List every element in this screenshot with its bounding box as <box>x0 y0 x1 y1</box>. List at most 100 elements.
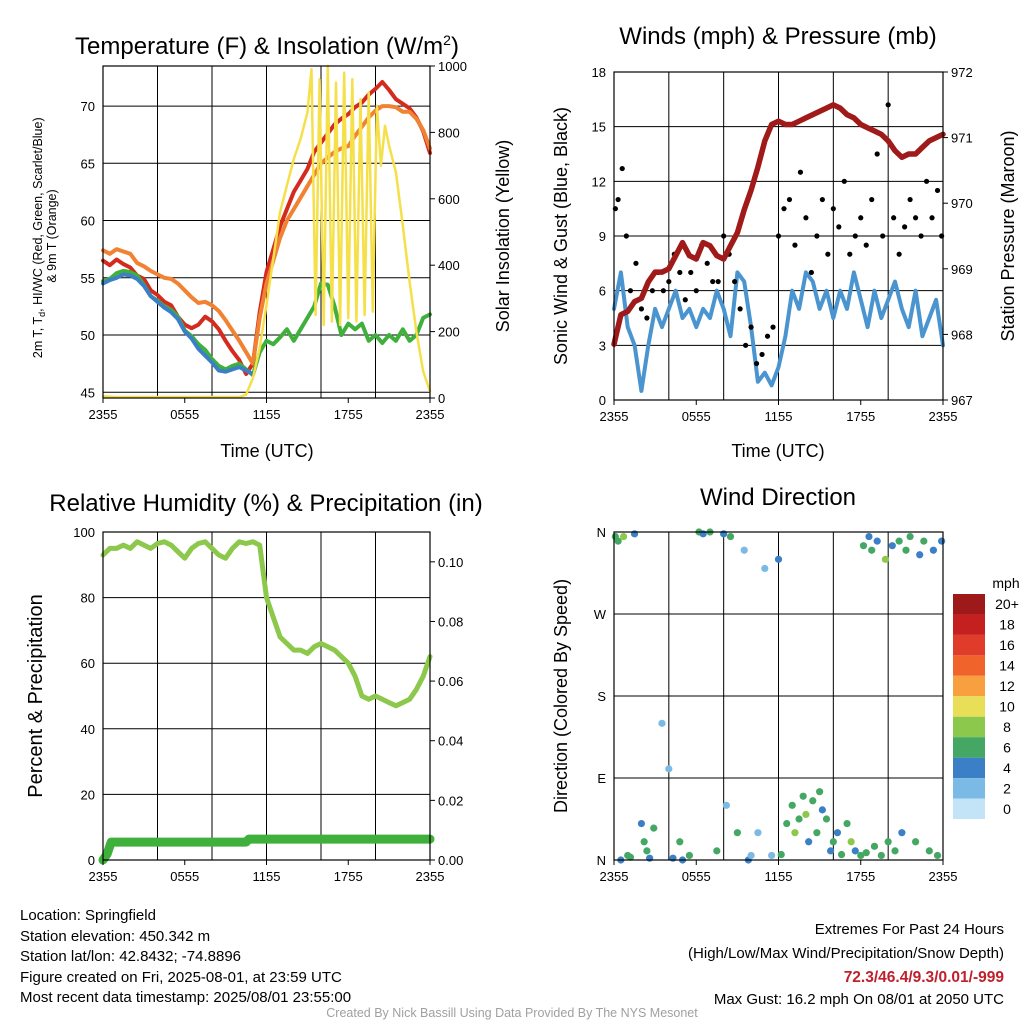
direction-point <box>726 532 735 541</box>
extremes-values: 72.3/46.4/9.3/0.01/-999 <box>843 969 1004 986</box>
colorbar-label: 14 <box>999 658 1015 674</box>
direction-point <box>837 850 846 859</box>
x-tick-label: 2355 <box>89 407 118 422</box>
y2-tick-label: 0.10 <box>438 555 463 570</box>
direction-point <box>761 564 769 573</box>
direction-point <box>646 854 654 862</box>
colorbar-swatch <box>953 675 985 697</box>
y2-tick-label: 0 <box>438 391 445 406</box>
gust-point <box>885 102 891 108</box>
x-tick-label: 2355 <box>600 869 629 884</box>
y-tick-label: 60 <box>81 214 95 229</box>
x-tick-label: 2355 <box>929 409 958 424</box>
direction-point <box>795 815 803 823</box>
direction-point <box>699 530 707 538</box>
series-station-pressure <box>611 102 946 347</box>
y2-tick-label: 400 <box>438 258 460 273</box>
direction-point <box>722 801 731 809</box>
y-tick-label: 60 <box>81 656 95 671</box>
gust-point <box>764 333 771 339</box>
x-tick-label: 1155 <box>765 869 793 884</box>
y-tick-label: N <box>597 525 606 540</box>
direction-point <box>816 788 824 796</box>
winds-ylabel: Sonic Wind & Gust (Blue, Black) <box>551 107 571 365</box>
gust-point <box>666 278 672 285</box>
gust-point <box>858 215 864 221</box>
gust-point <box>836 224 842 230</box>
y-tick-label: 70 <box>81 99 95 114</box>
gust-point <box>830 206 836 212</box>
gust-point <box>825 251 831 257</box>
humidity-panel: Relative Humidity (%) & Precipitation (i… <box>25 490 483 884</box>
grid <box>614 72 943 400</box>
direction-point <box>829 838 837 846</box>
gust-point <box>792 242 798 248</box>
gust-point <box>918 233 924 239</box>
direction-point <box>920 537 928 545</box>
direction-point <box>826 847 835 855</box>
x-tick-label: 1755 <box>846 869 875 884</box>
gust-point <box>869 196 875 203</box>
direction-point <box>873 537 881 545</box>
direction-point <box>685 851 693 860</box>
direction-point <box>643 847 651 855</box>
series-hi-wc <box>101 272 255 376</box>
temperature-panel: Temperature (F) & Insolation (W/m2) Time… <box>31 32 513 461</box>
colorbar-swatch <box>953 614 985 635</box>
direction-point <box>857 851 865 860</box>
temperature-ylabel: 2m T, Td, HI/WC (Red, Green, Scarlet/Blu… <box>31 114 59 358</box>
x-tick-label: 2355 <box>600 409 629 424</box>
y-tick-label: N <box>597 853 606 868</box>
gust-point <box>737 306 743 312</box>
y-tick-label: 18 <box>592 65 606 80</box>
gust-point <box>874 151 880 157</box>
colorbar-swatch <box>953 716 985 738</box>
gust-point <box>912 215 919 221</box>
direction-point <box>938 537 946 545</box>
gust-point <box>660 288 666 294</box>
colorbar-label: 16 <box>999 637 1015 653</box>
gust-point <box>732 278 738 285</box>
direction-point <box>720 530 728 538</box>
x-tick-label: 1755 <box>334 407 363 422</box>
series-sonic-wind <box>612 270 945 393</box>
direction-point <box>768 851 776 860</box>
humidity-title: Relative Humidity (%) & Precipitation (i… <box>49 490 482 517</box>
most-recent-timestamp: Most recent data timestamp: 2025/08/01 2… <box>20 989 352 1006</box>
gust-point <box>721 233 727 239</box>
y-tick-label: 15 <box>592 120 606 135</box>
direction-point <box>911 838 920 846</box>
wind-direction-ylabel: Direction (Colored By Speed) <box>551 579 571 813</box>
figure-created: Figure created on Fri, 2025-08-01, at 23… <box>20 968 342 986</box>
series-relative-humidity <box>100 539 433 709</box>
grid <box>614 532 943 860</box>
gust-point <box>615 196 621 203</box>
gust-point <box>803 215 809 221</box>
direction-point <box>884 838 892 846</box>
gust-point <box>934 187 941 194</box>
gust-point <box>797 169 804 175</box>
station-elevation: Station elevation: 450.342 m <box>20 927 211 945</box>
gust-point <box>770 324 776 330</box>
gust-point <box>819 196 825 203</box>
gust-point <box>841 178 847 184</box>
colorbar-swatch <box>953 634 985 656</box>
temperature-xlabel: Time (UTC) <box>220 441 313 461</box>
direction-point <box>865 532 873 541</box>
station-info: Location: Springfield Station elevation:… <box>20 906 351 1009</box>
direction-point <box>881 555 890 563</box>
gust-point <box>923 178 930 184</box>
y2-tick-label: 968 <box>951 327 973 342</box>
y-tick-label: W <box>594 607 607 622</box>
gust-point <box>623 233 629 239</box>
y-tick-label: 50 <box>81 328 95 343</box>
direction-point <box>650 824 658 832</box>
direction-point <box>933 851 942 860</box>
y2-tick-label: 972 <box>951 65 973 80</box>
gust-point <box>753 360 760 367</box>
gust-point <box>704 260 710 266</box>
direction-point <box>774 555 783 563</box>
gust-point <box>808 269 815 276</box>
gust-point <box>682 297 688 303</box>
